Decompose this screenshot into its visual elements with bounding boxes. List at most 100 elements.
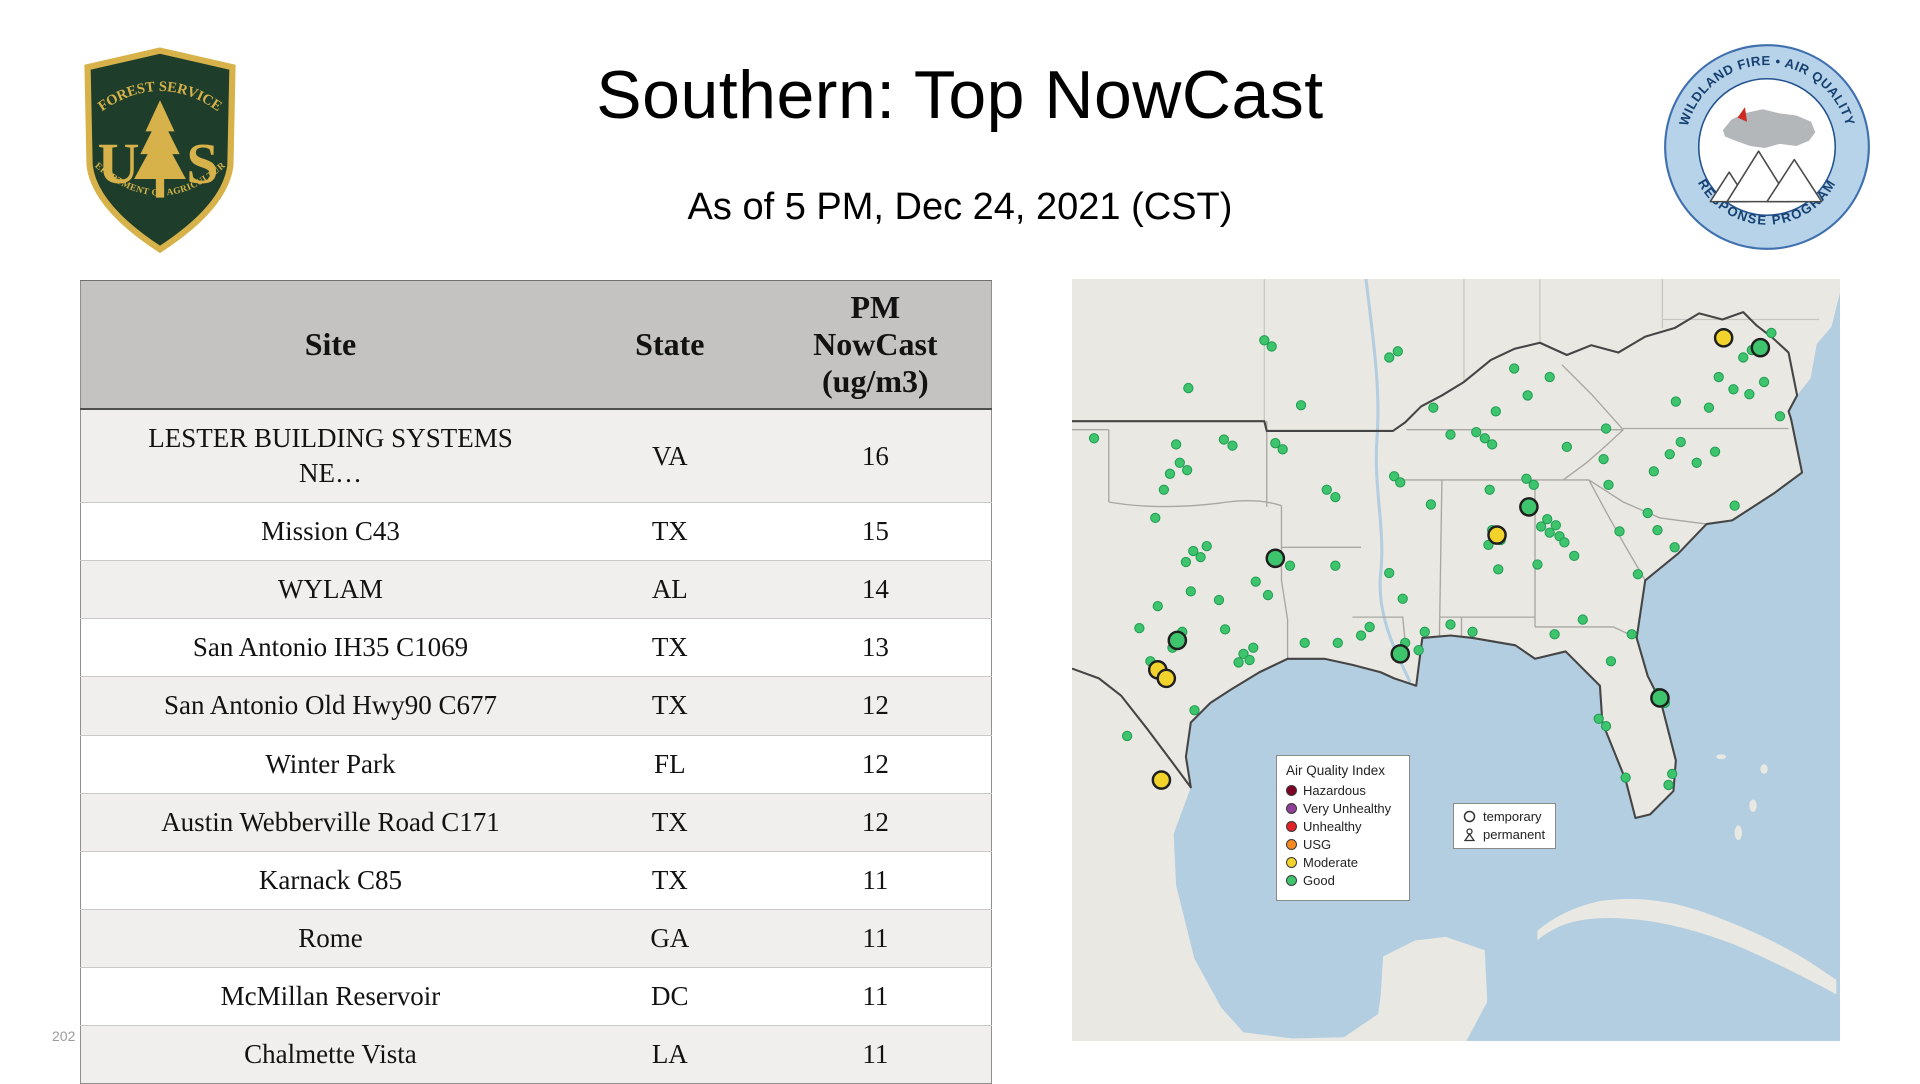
monitor-dot[interactable] (1728, 384, 1739, 395)
monitor-dot[interactable] (1605, 656, 1617, 667)
monitor-dot[interactable] (1188, 545, 1199, 557)
monitor-dot[interactable] (1364, 621, 1375, 633)
site-marker[interactable] (1390, 644, 1411, 664)
monitor-dot[interactable] (1262, 589, 1274, 601)
monitor-dot[interactable] (1486, 439, 1498, 450)
monitor-dot[interactable] (1521, 473, 1532, 484)
monitor-dot[interactable] (1332, 637, 1343, 648)
monitor-dot[interactable] (1185, 586, 1196, 597)
monitor-dot[interactable] (1152, 600, 1163, 612)
monitor-dot[interactable] (1425, 499, 1437, 510)
monitor-dot[interactable] (1598, 453, 1609, 465)
aqi-map[interactable]: Air Quality Index Hazardous Very Unhealth… (1072, 279, 1840, 1041)
monitor-dot[interactable] (1213, 594, 1225, 606)
monitor-dot[interactable] (1330, 560, 1341, 571)
monitor-dot[interactable] (1652, 525, 1663, 536)
monitor-dot[interactable] (1277, 444, 1288, 455)
monitor-dot[interactable] (1626, 629, 1637, 640)
monitor-dot[interactable] (1181, 464, 1193, 476)
monitor-dot[interactable] (1195, 551, 1206, 563)
monitor-dot[interactable] (1522, 390, 1533, 401)
monitor-dot[interactable] (1227, 440, 1238, 451)
monitor-dot[interactable] (1388, 471, 1400, 482)
monitor-dot[interactable] (1384, 567, 1395, 579)
monitor-dot[interactable] (1330, 491, 1341, 503)
monitor-dot[interactable] (1384, 352, 1395, 363)
monitor-dot[interactable] (1642, 507, 1653, 519)
site-marker[interactable] (1156, 668, 1177, 689)
monitor-dot[interactable] (1620, 772, 1631, 783)
monitor-dot[interactable] (1614, 526, 1625, 537)
monitor-dot[interactable] (1729, 500, 1740, 511)
monitor-dot[interactable] (1709, 446, 1721, 457)
monitor-dot[interactable] (1183, 382, 1194, 394)
monitor-dot[interactable] (1321, 484, 1332, 495)
monitor-dot[interactable] (1493, 564, 1504, 575)
monitor-dot[interactable] (1471, 427, 1482, 438)
monitor-dot[interactable] (1397, 593, 1408, 604)
monitor-dot[interactable] (1648, 466, 1659, 477)
monitor-dot[interactable] (1603, 479, 1614, 490)
monitor-dot[interactable] (1445, 619, 1456, 630)
monitor-dot[interactable] (1121, 730, 1133, 742)
monitor-dot[interactable] (1691, 457, 1702, 468)
monitor-dot[interactable] (1577, 614, 1588, 625)
monitor-dot[interactable] (1632, 569, 1644, 580)
site-marker[interactable] (1750, 337, 1771, 358)
monitor-dot[interactable] (1569, 550, 1580, 562)
monitor-dot[interactable] (1250, 576, 1261, 587)
monitor-dot[interactable] (1164, 468, 1176, 479)
monitor-dot[interactable] (1284, 560, 1296, 571)
monitor-dot[interactable] (1600, 423, 1612, 434)
monitor-dot[interactable] (1766, 327, 1777, 339)
monitor-dot[interactable] (1490, 406, 1501, 417)
monitor-dot[interactable] (1549, 629, 1560, 640)
monitor-dot[interactable] (1259, 335, 1270, 346)
monitor-dot[interactable] (1244, 654, 1255, 666)
site-marker[interactable] (1713, 328, 1734, 348)
monitor-dot[interactable] (1248, 642, 1259, 653)
monitor-dot[interactable] (1600, 720, 1612, 732)
monitor-dot[interactable] (1395, 477, 1406, 488)
monitor-dot[interactable] (1299, 637, 1310, 648)
site-marker[interactable] (1519, 497, 1539, 517)
monitor-dot[interactable] (1219, 624, 1231, 635)
monitor-dot[interactable] (1670, 396, 1682, 407)
monitor-dot[interactable] (1542, 513, 1553, 525)
monitor-dot[interactable] (1238, 648, 1249, 660)
monitor-dot[interactable] (1544, 371, 1555, 383)
site-marker[interactable] (1487, 525, 1507, 545)
monitor-dot[interactable] (1218, 434, 1230, 445)
monitor-dot[interactable] (1559, 537, 1570, 548)
monitor-dot[interactable] (1174, 457, 1185, 468)
monitor-dot[interactable] (1392, 346, 1403, 357)
monitor-dot[interactable] (1664, 449, 1675, 460)
monitor-dot[interactable] (1419, 626, 1430, 637)
monitor-dot[interactable] (1158, 484, 1170, 495)
site-marker[interactable] (1265, 548, 1286, 569)
monitor-dot[interactable] (1669, 542, 1680, 553)
monitor-dot[interactable] (1266, 341, 1277, 352)
monitor-dot[interactable] (1189, 705, 1200, 716)
monitor-dot[interactable] (1561, 441, 1572, 453)
monitor-dot[interactable] (1667, 768, 1678, 780)
monitor-dot[interactable] (1535, 521, 1547, 532)
site-marker[interactable] (1151, 770, 1172, 790)
monitor-dot[interactable] (1738, 352, 1749, 363)
monitor-dot[interactable] (1509, 363, 1520, 374)
site-marker[interactable] (1650, 688, 1670, 708)
monitor-dot[interactable] (1774, 411, 1786, 422)
monitor-dot[interactable] (1532, 559, 1543, 570)
monitor-dot[interactable] (1134, 623, 1145, 634)
monitor-dot[interactable] (1355, 630, 1367, 641)
monitor-dot[interactable] (1528, 479, 1539, 490)
monitor-dot[interactable] (1479, 433, 1490, 444)
monitor-dot[interactable] (1233, 657, 1244, 668)
monitor-dot[interactable] (1467, 626, 1478, 637)
monitor-dot[interactable] (1413, 645, 1424, 656)
monitor-dot[interactable] (1484, 484, 1495, 495)
monitor-dot[interactable] (1088, 433, 1100, 444)
monitor-dot[interactable] (1170, 439, 1182, 450)
monitor-dot[interactable] (1445, 429, 1456, 440)
monitor-dot[interactable] (1703, 402, 1715, 413)
